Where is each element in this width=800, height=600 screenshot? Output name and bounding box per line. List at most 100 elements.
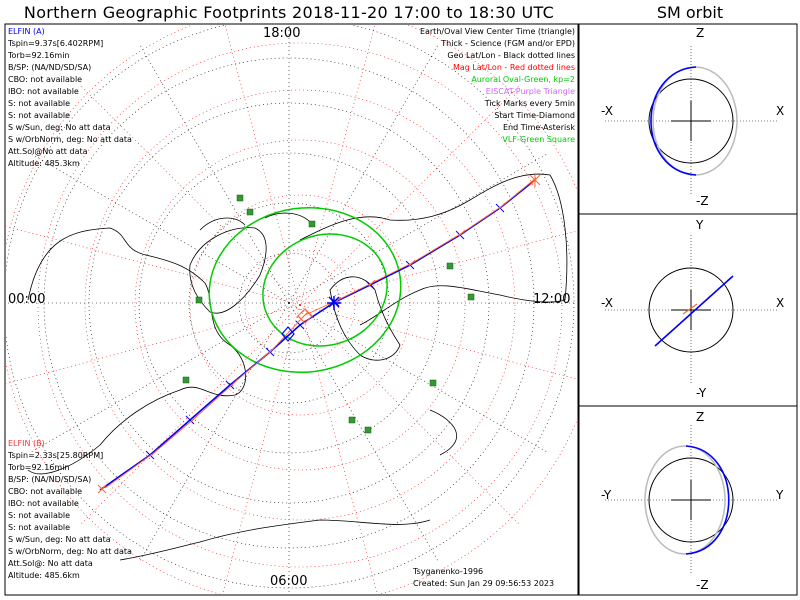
coastline	[27, 227, 247, 475]
mag-lon-line	[222, 304, 301, 594]
vlf-station-square	[236, 194, 244, 202]
mag-lon-line	[299, 304, 577, 380]
vlf-station-square	[348, 416, 356, 424]
probe-b-tick	[191, 414, 199, 422]
orbit-path-b	[644, 445, 726, 555]
auroral-oval-inner	[262, 233, 388, 347]
mag-lon-line	[6, 225, 301, 306]
probe-a-center-diamond	[281, 326, 295, 342]
mag-lon-line	[299, 25, 376, 306]
probe-a-info: ELFIN (A) Tspin=9.37s[6.402RPM] Torb=92.…	[8, 26, 132, 170]
orbit-panel-frame-yz	[578, 405, 798, 596]
probe-a-line: Att.Sol@No att data	[8, 147, 88, 156]
probe-b-tick	[268, 346, 276, 354]
orbit-path-a	[650, 66, 697, 176]
mag-lat-circle	[134, 139, 466, 471]
legend-item: Thick - Science (FGM and/or EPD)	[441, 39, 575, 48]
probe-b-tick	[498, 202, 506, 210]
mag-lat-circle	[244, 249, 356, 361]
probe-b-tick	[151, 448, 159, 456]
orbit-axis-label: Z	[696, 26, 705, 40]
probe-a-line: CBO: not available	[8, 75, 83, 84]
coastline	[329, 276, 401, 361]
probe-b-line: S: not available	[8, 511, 71, 520]
mag-lon-line	[299, 304, 520, 525]
probe-b-line: Tspin=2.33s[25.80RPM]	[8, 451, 104, 460]
orbit-axis-label: -X	[601, 104, 613, 118]
probe-b-center-diamond	[297, 308, 313, 324]
orbit-axis-label: Y	[776, 488, 784, 502]
mag-lat-circle	[37, 42, 563, 568]
vlf-station-square	[182, 376, 190, 384]
probe-a-tick	[185, 415, 195, 425]
legend-item: Geo Lat/Lon - Black dotted lines	[447, 51, 575, 60]
probe-b-name: ELFIN (B)	[8, 439, 45, 448]
probe-a-line: S: not available	[8, 99, 71, 108]
probe-b-tick	[301, 311, 309, 319]
orbit-axis-label: X	[776, 296, 785, 310]
probe-a-line: IBO: not available	[8, 87, 79, 96]
earth-circle	[648, 267, 734, 353]
probe-b-tick	[231, 378, 239, 386]
coastline	[119, 409, 458, 561]
probe-a-view-center-mark	[328, 296, 340, 308]
orbit-axis-label: -Y	[601, 488, 612, 502]
geo-lon-line	[288, 302, 549, 454]
legend-item: Auroral Oval-Green, kp=2	[471, 75, 575, 84]
probe-a-line: B/SP: (NA/ND/SD/SA)	[8, 63, 92, 72]
probe-a-name: ELFIN (A)	[8, 27, 45, 36]
vlf-station-square	[446, 262, 454, 270]
mag-lat-circle	[84, 89, 516, 521]
legend-item: EISCAT-Purple Triangle	[485, 87, 575, 96]
probe-b-line: Altitude: 485.6km	[8, 571, 80, 580]
orbit-axis-label: Z	[696, 410, 705, 424]
earth-circle	[648, 457, 734, 543]
legend-item: Start Time-Diamond	[494, 111, 575, 120]
probe-a-line: S w/OrbNorm, deg: No att data	[8, 135, 132, 144]
mag-lat-circle	[189, 194, 411, 416]
orbit-path-b	[682, 303, 698, 315]
probe-a-tick	[295, 320, 305, 330]
map-legend: Earth/Oval View Center Time (triangle) T…	[420, 26, 575, 146]
orbit-path-a	[685, 445, 730, 555]
orbit-axis-label: -Z	[696, 578, 709, 592]
geo-lon-line	[288, 152, 549, 304]
auroral-oval-outer	[208, 206, 402, 374]
probe-b-footprint-track	[104, 177, 537, 489]
legend-item: VLF-Green Square	[502, 135, 575, 144]
probe-a-line: Torb=92.16min	[8, 51, 70, 60]
orbit-axis-label: -Y	[696, 386, 707, 400]
created-timestamp: Created: Sun Jan 29 09:56:53 2023	[413, 579, 555, 588]
probe-b-line: S w/Sun, deg: No att data	[8, 535, 111, 544]
probe-end-asterisk	[529, 173, 541, 187]
probe-b-line: Att.Sol@: No att data	[8, 559, 93, 568]
legend-item: Tick Marks every 5min	[484, 99, 575, 108]
clock-label-06: 06:00	[270, 574, 308, 589]
probe-b-line: S w/OrbNorm, deg: No att data	[8, 547, 132, 556]
vlf-station-square	[429, 379, 437, 387]
orbit-axis-label: X	[776, 104, 785, 118]
coastline	[199, 212, 311, 231]
clock-label-12: 12:00	[533, 292, 571, 307]
geo-lon-line	[138, 302, 290, 563]
geo-lon-line	[288, 43, 440, 304]
probe-b-line: B/SP: (NA/ND/SD/SA)	[8, 475, 92, 484]
vlf-station-square	[364, 426, 372, 434]
probe-a-tick	[225, 380, 235, 390]
probe-b-line: CBO: not available	[8, 487, 83, 496]
orbit-path-a	[654, 275, 734, 347]
vlf-station-square	[195, 296, 203, 304]
model-credit: Tsyganenko-1996	[413, 567, 484, 576]
probe-a-line: Altitude: 485.3km	[8, 159, 80, 168]
clock-label-18: 18:00	[263, 26, 301, 41]
clock-label-00: 00:00	[8, 292, 46, 307]
probe-b-line: S: not available	[8, 523, 71, 532]
orbit-axis-label: Y	[696, 218, 704, 232]
probe-start-mark	[97, 484, 107, 494]
legend-item: Mag Lat/Lon - Red dotted lines	[452, 63, 575, 72]
orbit-panel-frame-xz	[578, 23, 798, 215]
mag-lon-line	[6, 304, 301, 385]
probe-b-line: IBO: not available	[8, 499, 79, 508]
earth-circle	[648, 78, 734, 164]
